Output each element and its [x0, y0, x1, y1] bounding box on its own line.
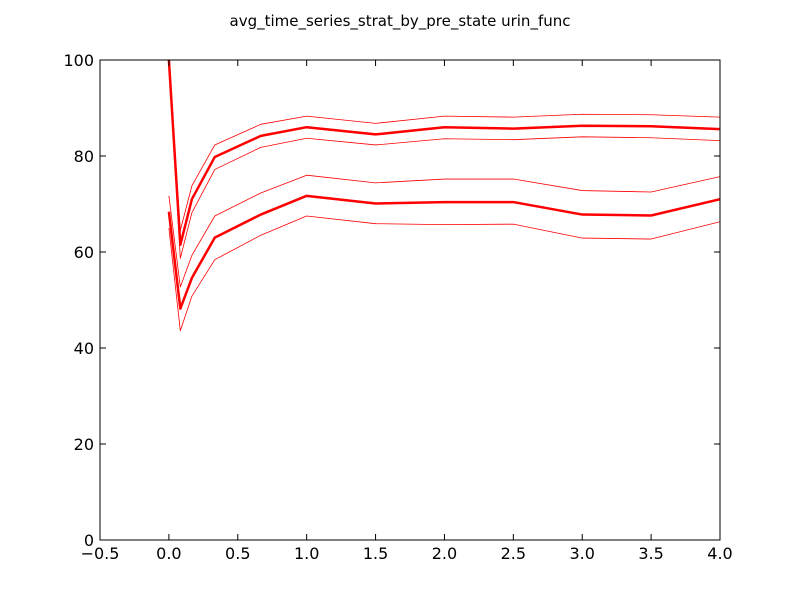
- x-tick-label: 1.0: [294, 544, 319, 563]
- y-tick-label: 20: [74, 435, 94, 454]
- series-line-bound-1: [168, 60, 720, 231]
- series-layer: [167, 60, 720, 332]
- x-tick-label: 2.0: [432, 544, 457, 563]
- y-tick-label: 80: [74, 147, 94, 166]
- y-tick-label: 40: [74, 339, 94, 358]
- series-line-bound-2: [168, 60, 720, 259]
- x-tick-label: 0.5: [225, 544, 250, 563]
- series-line-mean-3: [167, 194, 720, 310]
- axes-frame: [99, 59, 721, 541]
- x-tick-label: 1.5: [363, 544, 388, 563]
- y-tick-label: 0: [84, 531, 94, 550]
- x-tick-label: 3.0: [569, 544, 594, 563]
- chart-title: avg_time_series_strat_by_pre_state urin_…: [230, 12, 571, 31]
- plot-area: [100, 60, 720, 540]
- y-tick-label: 100: [63, 51, 94, 70]
- x-tick-label: 3.5: [638, 544, 663, 563]
- x-tick-label: 2.5: [501, 544, 526, 563]
- x-tick-label: −0.5: [81, 544, 120, 563]
- axes-layer: −0.5 0.0 0.5 1.0 1.5 2.0 2.5 3.0 3.5 4.0 0 20 40 60 80…: [63, 51, 732, 563]
- series-line-bound-5: [168, 215, 720, 332]
- x-tick-label: 4.0: [707, 544, 732, 563]
- x-tick-label: 0.0: [156, 544, 181, 563]
- y-tick-label: 60: [74, 243, 94, 262]
- series-line-mean-0: [167, 60, 720, 247]
- series-line-bound-4: [168, 174, 720, 288]
